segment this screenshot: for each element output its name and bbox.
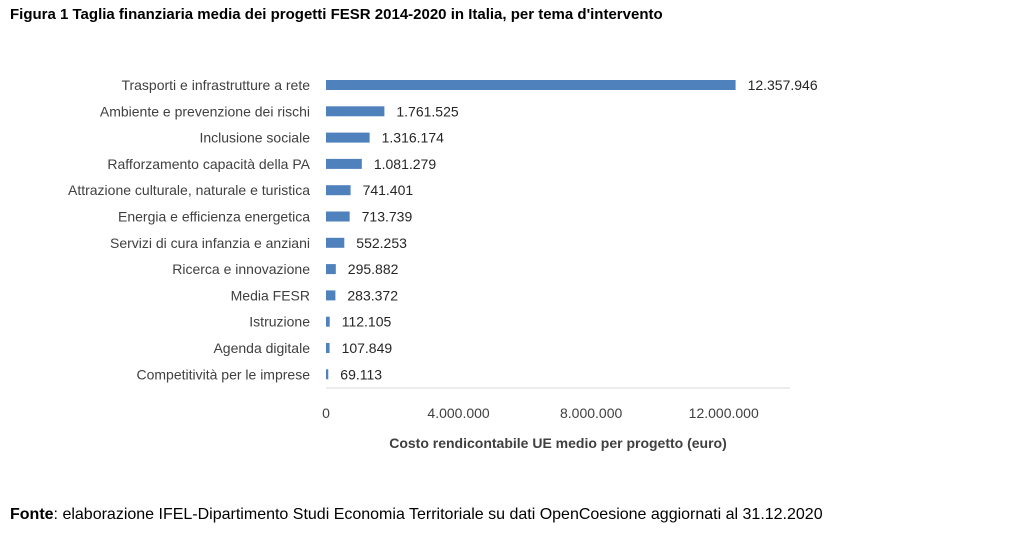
bar [326, 290, 336, 301]
category-label: Attrazione culturale, naturale e turisti… [68, 182, 310, 198]
category-label: Trasporti e infrastrutture a rete [121, 77, 310, 93]
bar [326, 316, 330, 327]
x-tick-labels: 0 4.000.000 8.000.000 12.000.000 [322, 405, 759, 421]
value-label: 1.081.279 [374, 156, 436, 172]
bar [326, 343, 330, 353]
bar [326, 264, 336, 275]
value-label: 12.357.946 [748, 77, 818, 93]
chart-title: Figura 1 Taglia finanziaria media dei pr… [10, 6, 663, 23]
category-label: Ricerca e innovazione [172, 261, 310, 277]
bar [326, 369, 329, 380]
value-label: 741.401 [363, 182, 414, 198]
value-label: 1.761.525 [396, 103, 458, 119]
bar [326, 106, 385, 117]
bars [326, 80, 736, 380]
bar [326, 237, 345, 248]
category-label: Servizi di cura infanzia e anziani [110, 235, 310, 251]
value-label: 552.253 [356, 235, 407, 251]
category-label: Agenda digitale [213, 340, 310, 356]
bar [326, 132, 370, 143]
value-label: 1.316.174 [382, 130, 444, 146]
source-note: Fonte: elaborazione IFEL-Dipartimento St… [10, 506, 823, 524]
bar [326, 158, 362, 169]
source-text: : elaborazione IFEL-Dipartimento Studi E… [53, 506, 823, 523]
category-label: Ambiente e prevenzione dei rischi [100, 103, 310, 119]
x-tick-label: 12.000.000 [689, 405, 759, 421]
value-label: 112.105 [342, 314, 392, 330]
value-label: 69.113 [340, 366, 382, 382]
category-label: Rafforzamento capacità della PA [107, 156, 310, 172]
category-labels: Trasporti e infrastrutture a rete Ambient… [68, 77, 311, 382]
source-label: Fonte [10, 506, 54, 523]
category-label: Inclusione sociale [199, 130, 310, 146]
x-tick-label: 8.000.000 [560, 405, 622, 421]
category-label: Competitività per le imprese [136, 366, 310, 382]
x-tick-label: 4.000.000 [427, 405, 489, 421]
value-label: 295.882 [348, 261, 399, 277]
value-label: 107.849 [342, 340, 393, 356]
bar [326, 185, 351, 196]
value-label: 283.372 [347, 287, 398, 303]
x-axis-title: Costo rendicontabile UE medio per proget… [389, 435, 727, 451]
bar [326, 211, 350, 222]
category-label: Media FESR [231, 287, 310, 303]
category-label: Istruzione [249, 314, 310, 330]
x-tick-label: 0 [322, 405, 330, 421]
bar [326, 80, 736, 90]
category-label: Energia e efficienza energetica [118, 209, 310, 225]
value-label: 713.739 [362, 209, 413, 225]
value-labels: 12.357.946 1.761.525 1.316.174 1.081.279 741… [340, 77, 818, 382]
